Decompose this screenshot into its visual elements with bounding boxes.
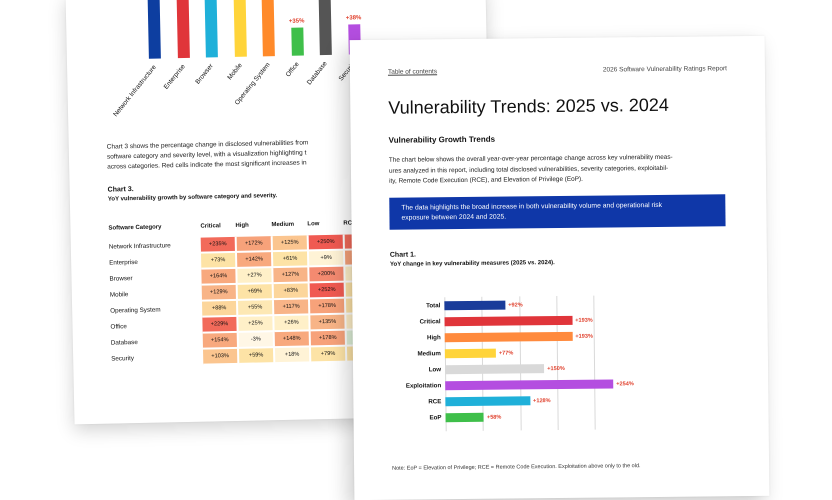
grid-line bbox=[593, 295, 597, 430]
bar-category-label: EoP bbox=[429, 414, 442, 422]
bar-category-label: Low bbox=[428, 366, 442, 374]
bar-value-label: +77% bbox=[498, 349, 514, 357]
bar-value-label: +193% bbox=[575, 317, 593, 324]
chart3-subtitle: YoY vulnerability growth by software cat… bbox=[107, 193, 278, 203]
table-cell: +148% bbox=[273, 330, 310, 348]
table-cell: +178% bbox=[308, 297, 346, 315]
table-cell: +129% bbox=[201, 283, 237, 301]
table-cell: +103% bbox=[202, 347, 239, 365]
category-bar bbox=[290, 27, 304, 56]
body-line: ures analyzed in this report, including … bbox=[388, 164, 669, 175]
value-bar bbox=[444, 331, 573, 343]
callout-line: exposure between 2024 and 2025. bbox=[401, 213, 507, 222]
chart-footnote: Note: EoP = Elevation of Privilege; RCE … bbox=[392, 463, 641, 472]
table-cell: +55% bbox=[236, 299, 274, 316]
bar-value-label: +150% bbox=[547, 365, 565, 372]
callout-line: The data highlights the broad increase i… bbox=[401, 201, 663, 212]
page-title: Vulnerability Trends: 2025 vs. 2024 bbox=[388, 94, 669, 118]
table-header: Software Category bbox=[108, 224, 162, 232]
table-cell: +79% bbox=[309, 345, 347, 363]
value-bar bbox=[445, 364, 545, 375]
table-cell: +127% bbox=[272, 266, 309, 284]
category-bar bbox=[318, 0, 332, 56]
table-cell: +73% bbox=[200, 251, 237, 269]
report-header-title: 2026 Software Vulnerability Ratings Repo… bbox=[602, 65, 727, 74]
table-cell: +229% bbox=[202, 315, 238, 333]
bar-value-label: +58% bbox=[486, 414, 502, 421]
table-cell: +200% bbox=[308, 265, 345, 283]
value-bar bbox=[445, 412, 484, 423]
row-category: Mobile bbox=[109, 290, 129, 299]
category-bar bbox=[232, 0, 247, 57]
paragraph-line: Chart 3 shows the percentage change in d… bbox=[106, 139, 309, 151]
value-bar bbox=[444, 348, 496, 359]
table-cell: +69% bbox=[236, 283, 273, 300]
table-cell: +27% bbox=[236, 267, 273, 284]
value-bar bbox=[444, 300, 506, 311]
table-cell: +154% bbox=[202, 331, 238, 349]
value-bar bbox=[445, 379, 614, 391]
bar-value-label: +92% bbox=[508, 301, 523, 309]
table-cell: +235% bbox=[200, 236, 236, 253]
table-cell: +9% bbox=[307, 249, 345, 267]
row-category: Enterprise bbox=[109, 258, 138, 267]
table-cell: +117% bbox=[272, 298, 310, 316]
bar-category-label: RCE bbox=[428, 398, 442, 406]
highlight-callout: The data highlights the broad increase i… bbox=[389, 194, 726, 230]
row-category: Security bbox=[111, 354, 134, 363]
table-cell: +26% bbox=[273, 314, 310, 332]
table-cell: +59% bbox=[237, 347, 275, 364]
body-line: The chart below shows the overall year-o… bbox=[388, 153, 673, 164]
table-cell: +178% bbox=[309, 329, 346, 347]
table-cell: +250% bbox=[307, 234, 344, 251]
table-cell: +135% bbox=[309, 313, 346, 331]
body-line: ity, Remote Code Execution (RCE), and El… bbox=[389, 175, 583, 185]
table-cell: +164% bbox=[201, 267, 237, 285]
row-category: Operating System bbox=[110, 306, 161, 315]
category-severity-table: Software Category Critical High Medium Low RC… bbox=[108, 218, 383, 368]
bar-value-label: +35% bbox=[288, 18, 305, 25]
bar-category-label: High bbox=[426, 334, 441, 342]
table-header: High bbox=[235, 222, 249, 229]
table-header: Low bbox=[307, 221, 320, 228]
category-bar bbox=[204, 0, 218, 58]
table-cell: +142% bbox=[235, 251, 273, 268]
table-cell: +172% bbox=[235, 236, 272, 252]
row-category: Database bbox=[110, 338, 138, 347]
table-header: Medium bbox=[271, 221, 295, 229]
table-cell: +125% bbox=[271, 235, 308, 252]
bar-value-label: +254% bbox=[616, 380, 634, 387]
chart1-subtitle: YoY change in key vulnerability measures… bbox=[389, 260, 555, 268]
table-cell: +18% bbox=[273, 346, 311, 364]
chart1-title: Chart 1. bbox=[389, 251, 416, 259]
bar-category-label: Exploitation bbox=[405, 382, 442, 390]
bar-category-label: Critical bbox=[419, 318, 441, 326]
table-cell: +61% bbox=[271, 250, 309, 268]
value-bar bbox=[444, 315, 573, 327]
bar-value-label: +193% bbox=[575, 333, 593, 340]
table-cell: +83% bbox=[272, 282, 309, 300]
bar-category-label: Total bbox=[426, 302, 441, 310]
paragraph-line: across categories. Red cells indicate th… bbox=[107, 159, 307, 171]
row-category: Office bbox=[110, 322, 127, 331]
table-cell: +88% bbox=[201, 299, 238, 317]
category-bar bbox=[261, 0, 275, 57]
table-cell: +252% bbox=[308, 281, 345, 299]
paragraph-line: software category and severity level, wi… bbox=[106, 149, 307, 161]
bar-category-label: Medium bbox=[417, 350, 441, 358]
table-of-contents-link[interactable]: Table of contents bbox=[387, 68, 438, 76]
category-bar bbox=[147, 0, 161, 59]
table-header: Critical bbox=[200, 223, 221, 230]
category-bar bbox=[176, 0, 190, 59]
table-cell: -3% bbox=[237, 331, 274, 348]
section-heading: Vulnerability Growth Trends bbox=[388, 134, 496, 145]
front-report-page: Table of contents 2026 Software Vulnerab… bbox=[349, 35, 770, 500]
chart3-title: Chart 3. bbox=[107, 186, 134, 194]
value-bar bbox=[445, 396, 531, 407]
table-cell: +25% bbox=[237, 315, 274, 332]
bar-value-label: +128% bbox=[533, 397, 551, 404]
bar-value-label: +38% bbox=[345, 14, 362, 22]
row-category: Browser bbox=[109, 274, 133, 283]
